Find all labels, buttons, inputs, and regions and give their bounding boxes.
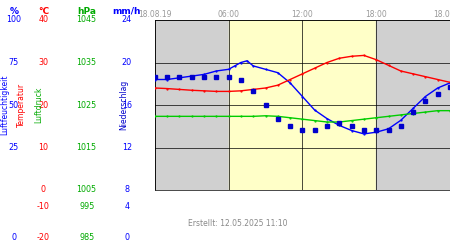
Text: °C: °C (38, 6, 49, 16)
Text: 985: 985 (79, 234, 94, 242)
Text: 75: 75 (9, 58, 19, 67)
Text: 30: 30 (38, 58, 48, 67)
Text: 12: 12 (122, 143, 132, 152)
Text: Niederschlag: Niederschlag (119, 80, 128, 130)
Text: 40: 40 (38, 16, 48, 24)
Text: hPa: hPa (77, 6, 96, 16)
Text: %: % (9, 6, 18, 16)
Text: 50: 50 (9, 100, 19, 110)
Text: 0: 0 (125, 234, 130, 242)
Text: 8: 8 (125, 186, 130, 194)
Bar (229, 20, 376, 190)
Text: 24: 24 (122, 16, 132, 24)
Text: 10: 10 (38, 143, 48, 152)
Bar (155, 20, 229, 190)
Text: mm/h: mm/h (112, 6, 141, 16)
Text: 20: 20 (122, 58, 132, 67)
Text: 0: 0 (11, 234, 17, 242)
Text: 20: 20 (38, 100, 49, 110)
Text: 1035: 1035 (76, 58, 97, 67)
Text: 1025: 1025 (76, 100, 97, 110)
Text: 995: 995 (79, 202, 94, 211)
Text: Luftfeuchtigkeit: Luftfeuchtigkeit (0, 75, 9, 135)
Text: 1015: 1015 (76, 143, 97, 152)
Text: 1045: 1045 (76, 16, 97, 24)
Text: 25: 25 (9, 143, 19, 152)
Text: Temperatur: Temperatur (17, 83, 26, 127)
Text: Luftdruck: Luftdruck (34, 87, 43, 123)
Text: 100: 100 (6, 16, 22, 24)
Text: 4: 4 (125, 202, 130, 211)
Text: Erstellt: 12.05.2025 11:10: Erstellt: 12.05.2025 11:10 (188, 218, 287, 228)
Text: 16: 16 (122, 100, 132, 110)
Text: -10: -10 (37, 202, 50, 211)
Bar (376, 20, 450, 190)
Text: 1005: 1005 (76, 186, 97, 194)
Text: 0: 0 (41, 186, 46, 194)
Text: -20: -20 (37, 234, 50, 242)
